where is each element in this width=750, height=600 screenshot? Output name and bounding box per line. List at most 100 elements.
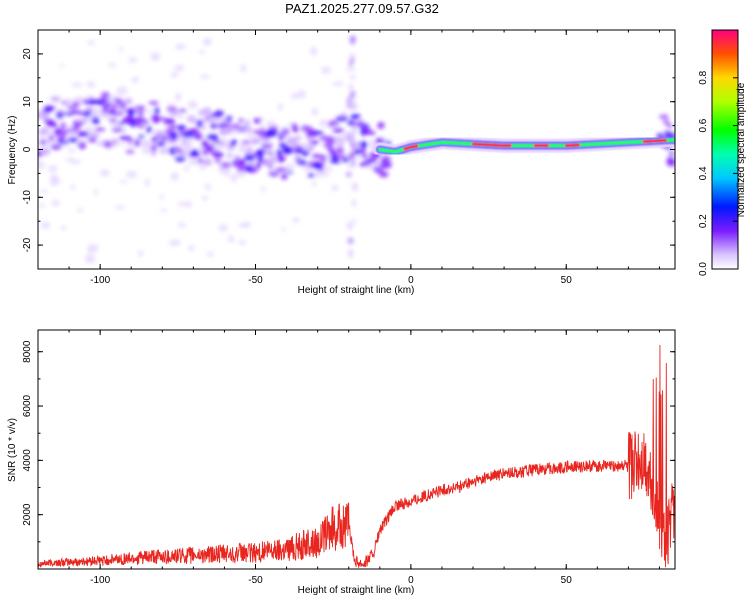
ridge-blob (271, 155, 277, 164)
ridge-blob (127, 117, 138, 121)
ridge-blob (77, 110, 85, 116)
ridge-blob (188, 119, 199, 123)
edge-blob (667, 123, 673, 128)
noise-blob (205, 182, 211, 191)
ridge-blob (265, 120, 277, 127)
ridge-blob (350, 113, 361, 120)
noise-blob (174, 92, 182, 102)
ridge-blob (123, 98, 133, 105)
noise-blob (310, 46, 318, 56)
ridge-blob (188, 137, 194, 144)
ridge-blob (43, 107, 52, 113)
ridge-blob (204, 144, 216, 151)
spike-blob (349, 53, 356, 59)
noise-blob (331, 185, 339, 191)
ridge-blob (369, 130, 375, 136)
x-tick-label: -100 (90, 575, 110, 586)
colorbar-frame (711, 29, 739, 270)
ridge-blob (118, 121, 125, 125)
band-peak (403, 144, 419, 151)
ridge-blob (340, 113, 348, 118)
ridge-blob (282, 147, 293, 155)
ridge-blob (351, 124, 358, 128)
ridge-blob (244, 119, 251, 128)
ridge-blob (213, 118, 221, 125)
ridge-blob (375, 137, 384, 144)
noise-blob (126, 170, 138, 179)
ridge-blob (245, 133, 254, 139)
ridge-blob (119, 135, 132, 141)
ridge-blob (316, 165, 325, 172)
ridge-blob (64, 98, 73, 104)
spectrogram-heatmap (38, 35, 675, 264)
x-tick-label: 50 (561, 275, 573, 286)
ridge-blob (44, 139, 52, 146)
noise-blob (277, 103, 284, 111)
ridge-blob (294, 155, 301, 161)
ridge-blob (118, 142, 125, 147)
noise-blob (238, 223, 248, 228)
noise-blob (59, 64, 65, 68)
ridge-blob (177, 113, 184, 120)
ridge-blob (257, 148, 266, 155)
noise-blob (88, 249, 93, 253)
ridge-blob (72, 101, 81, 108)
spike-blob (351, 198, 356, 208)
ridge-blob (268, 164, 274, 169)
noise-blob (202, 37, 212, 46)
ridge-blob (359, 141, 368, 149)
ridge-blob (309, 140, 320, 145)
ridge-blob (213, 145, 221, 152)
ridge-blob (94, 127, 106, 132)
noise-blob (174, 67, 182, 72)
colorbar-tick-label: 0.4 (698, 166, 709, 180)
ridge-blob (275, 167, 288, 172)
ridge-blob (45, 129, 53, 134)
spectrogram-y-label: Frequency (Hz) (7, 116, 18, 185)
noise-blob (311, 181, 318, 186)
noise-blob (297, 90, 306, 99)
ridge-blob (361, 153, 367, 159)
edge-blob (666, 157, 675, 167)
band-core (378, 138, 675, 154)
ridge-blob (178, 109, 187, 113)
ridge-blob (212, 151, 224, 159)
noise-blob (187, 100, 198, 110)
ridge-blob (203, 107, 212, 115)
y-tick-label: 0 (22, 146, 33, 152)
ridge-blob (231, 160, 239, 167)
ridge-blob (63, 112, 74, 116)
colorbar-ticks: 0.0 0.2 0.4 0.6 0.8 (698, 29, 739, 276)
noise-blob (39, 189, 49, 194)
noise-blob (65, 158, 76, 162)
ridge-blob (360, 148, 366, 154)
ridge-blob (276, 155, 286, 163)
ridge-blob (68, 136, 79, 143)
ridge-blob (51, 139, 59, 146)
ridge-blob (238, 143, 246, 150)
noise-blob (84, 254, 96, 264)
ridge-blob (329, 155, 340, 160)
ridge-blob (116, 111, 124, 116)
ridge-blob (198, 135, 204, 140)
ridge-blob (129, 120, 138, 127)
colorbar-tick-label: 0.0 (698, 262, 709, 276)
ridge-blob (189, 149, 200, 157)
noise-blob (108, 62, 117, 68)
ridge-blob (373, 166, 384, 173)
noise-blob (199, 49, 205, 55)
ridge-blob (268, 125, 279, 130)
spike-blob (351, 106, 356, 112)
ridge-blob (255, 162, 261, 169)
ridge-blob (111, 127, 124, 132)
x-tick-label: -100 (90, 275, 110, 286)
y-tick-label: 10 (22, 96, 33, 108)
noise-blob (115, 205, 126, 210)
ridge-blob (353, 141, 361, 148)
noise-blob (280, 227, 287, 231)
colorbar-label: Normalized spectral amplitude (736, 82, 747, 217)
x-tick-label: 50 (561, 575, 573, 586)
ridge-blob (263, 141, 273, 145)
ridge-blob (119, 101, 127, 110)
ridge-blob (194, 135, 200, 140)
